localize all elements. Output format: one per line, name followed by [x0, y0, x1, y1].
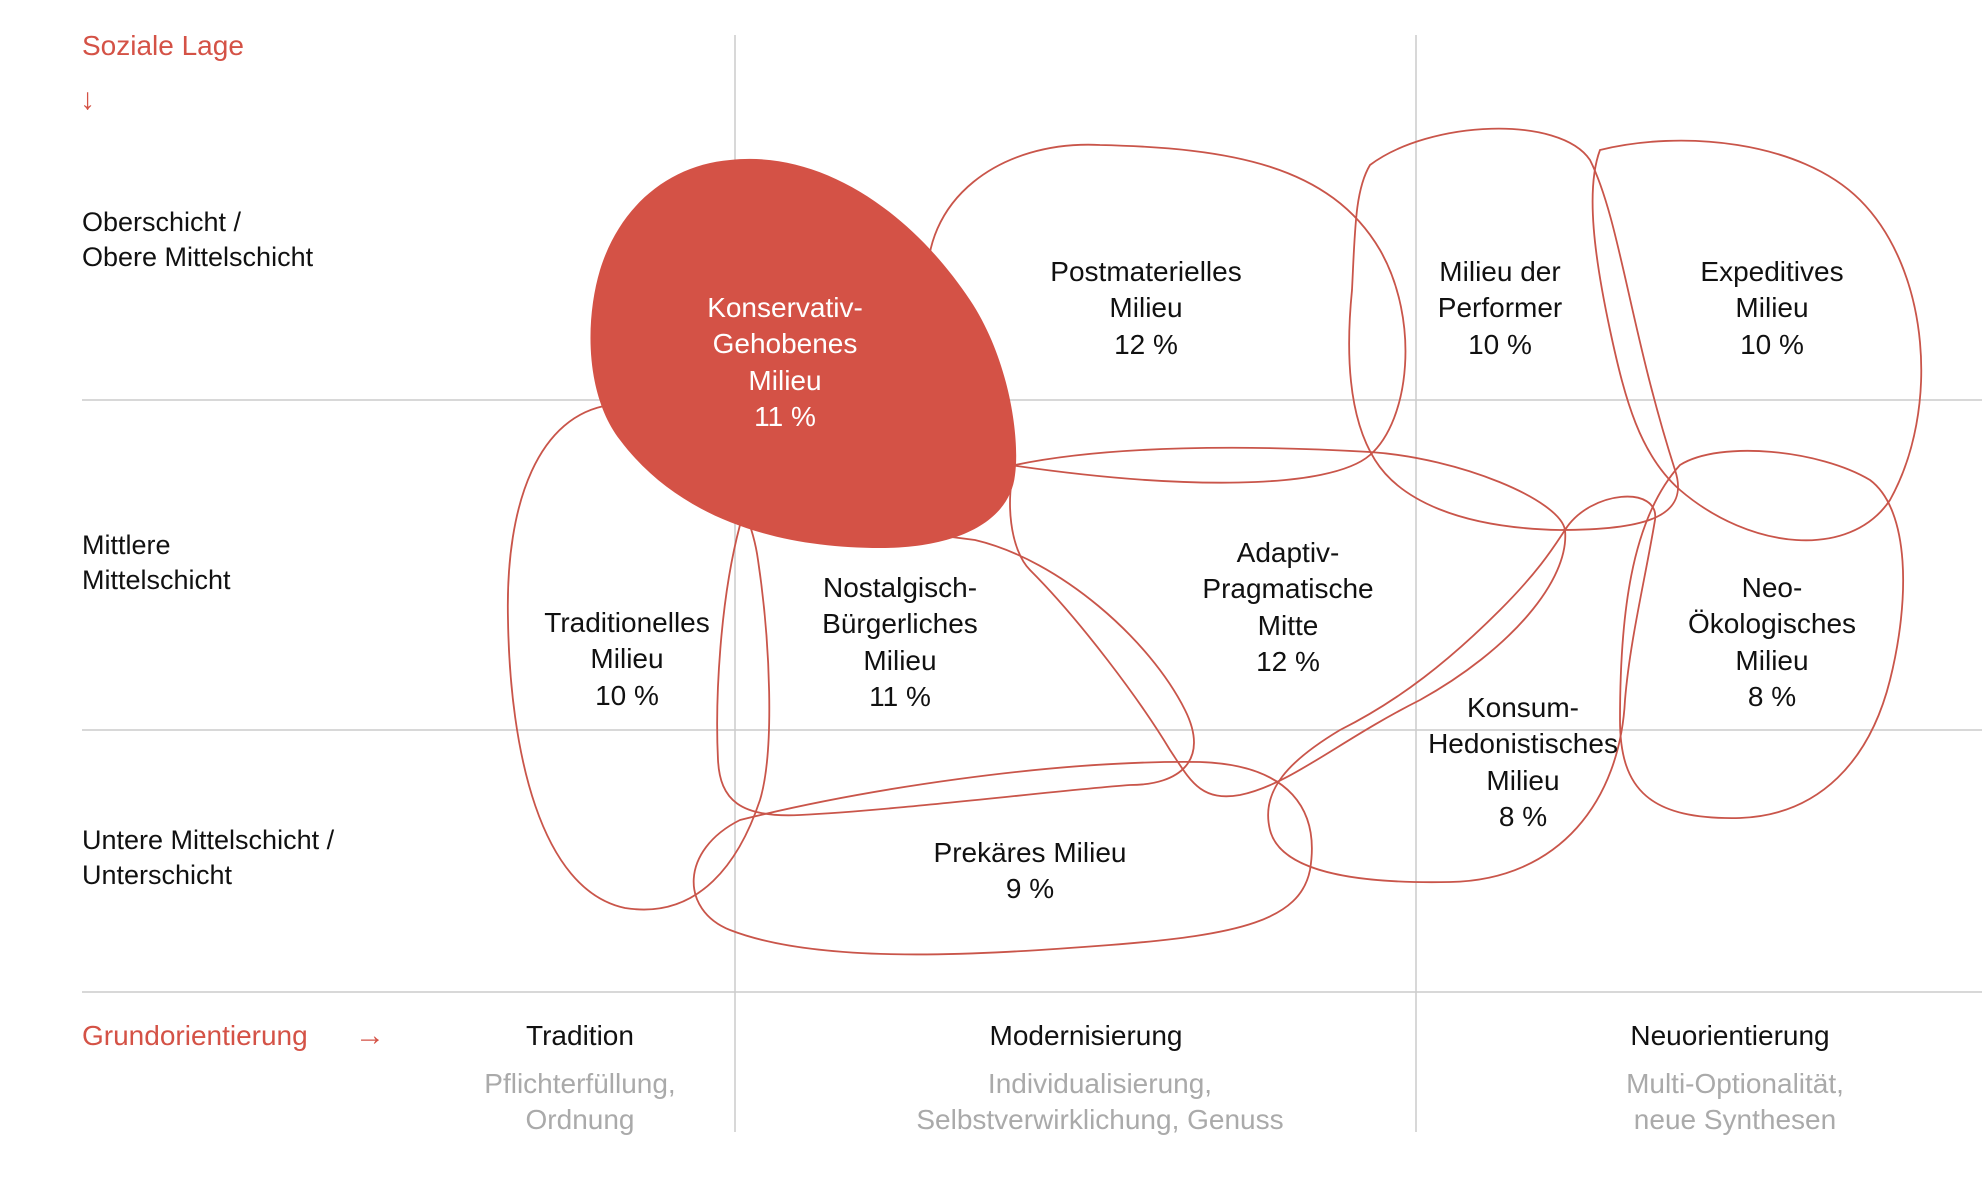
- row-label-mittlere: Mittlere Mittelschicht: [82, 530, 231, 596]
- milieu-label-performer: Milieu der Performer 10 %: [1437, 256, 1563, 360]
- shape-nostalgisch: [716, 522, 1195, 817]
- column-head-tradition: Tradition: [526, 1020, 634, 1051]
- milieu-label-postmaterielles: Postmaterielles Milieu 12 %: [1050, 256, 1242, 360]
- milieu-label-konservativ-gehobenes: Konservativ- Gehobenes Milieu 11 %: [707, 292, 863, 433]
- column-head-neuorientierung: Neuorientierung: [1630, 1020, 1830, 1051]
- shape-prekaeres: [692, 761, 1313, 956]
- shape-postmaterielles: [926, 143, 1407, 484]
- column-desc-tradition: Pflichterfüllung, Ordnung: [484, 1068, 676, 1136]
- shape-performer: [1348, 127, 1679, 531]
- milieu-label-neooekologisch: Neo- Ökologisches Milieu 8 %: [1687, 572, 1857, 713]
- milieu-label-expeditives: Expeditives Milieu 10 %: [1700, 256, 1844, 360]
- shape-traditionelles: [506, 404, 771, 911]
- x-axis-title: Grundorientierung: [82, 1020, 308, 1051]
- shape-adaptiv: [1009, 446, 1567, 798]
- y-axis-title: Soziale Lage: [82, 30, 244, 61]
- x-axis-arrow: →: [355, 1019, 385, 1052]
- y-axis-arrow: ↓: [80, 83, 95, 116]
- shape-konservativ-gehobenes: [590, 158, 1017, 549]
- column-head-modernisierung: Modernisierung: [989, 1020, 1183, 1051]
- shape-konsumhedonistisch: [1267, 495, 1656, 884]
- milieu-label-konsumhedonistisch: Konsum- Hedonistisches Milieu 8 %: [1428, 692, 1618, 833]
- milieu-label-adaptiv: Adaptiv- Pragmatische Mitte 12 %: [1202, 537, 1374, 678]
- milieu-label-nostalgisch: Nostalgisch- Bürgerliches Milieu 11 %: [822, 572, 978, 713]
- row-label-untere: Untere Mittelschicht / Unterschicht: [82, 825, 335, 891]
- column-desc-modernisierung: Individualisierung, Selbstverwirklichung…: [916, 1068, 1284, 1136]
- column-desc-neuorientierung: Multi-Optionalität, neue Synthesen: [1626, 1068, 1844, 1136]
- milieu-label-prekaeres: Prekäres Milieu 9 %: [933, 837, 1127, 905]
- shape-expeditives: [1591, 139, 1923, 542]
- row-label-oberschicht: Oberschicht / Obere Mittelschicht: [82, 207, 314, 273]
- milieu-label-traditionelles: Traditionelles Milieu 10 %: [544, 607, 710, 711]
- shape-neooekologisch: [1619, 449, 1905, 819]
